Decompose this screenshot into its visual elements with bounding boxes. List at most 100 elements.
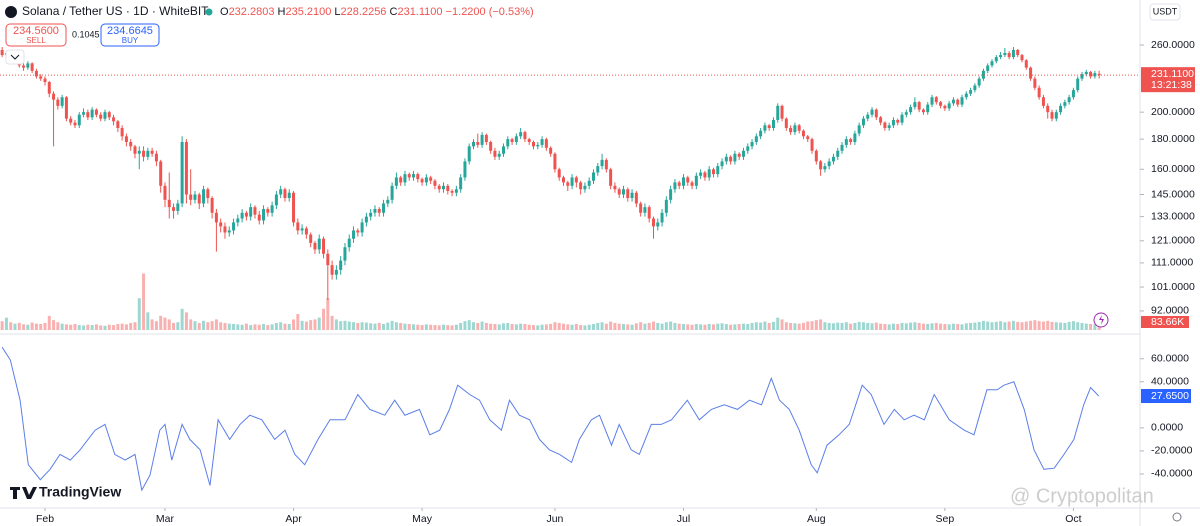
y2-tick-label: 40.0000 [1151,376,1189,388]
sell-box[interactable] [5,23,67,47]
sell-label[interactable]: SELL [26,36,46,45]
candle-body [420,179,424,183]
volume-bar [1041,321,1045,330]
volume-bar [184,312,188,330]
volume-bar [626,324,630,330]
sell-button[interactable]: 234.5600 SELL [5,23,67,47]
candle-body [934,97,938,103]
volume-bar [656,322,660,330]
candle-body [459,177,463,190]
candle-body [994,57,998,62]
candle-body [857,125,861,134]
volume-bar [1020,322,1024,330]
candle-body [621,189,625,195]
volume-bar [591,324,595,330]
volume-bar [630,324,634,330]
volume-bar [883,324,887,330]
volume-bar [510,324,514,330]
volume-bar [373,323,377,330]
volume-bar [514,324,518,330]
y-tick-label: 101.0000 [1151,281,1195,293]
volume-bar [339,321,343,330]
candle-body [386,199,390,204]
candle-body [536,144,540,147]
volume-bar [159,315,163,330]
price-countdown: 13:21:38 [1151,79,1192,91]
x-tick-label: Jun [546,513,563,525]
currency[interactable]: USDT [1153,6,1178,16]
volume-bar [43,322,47,330]
candle-body [874,109,878,118]
candle-body [999,55,1003,58]
watermark: @ Cryptopolitan [1010,485,1154,507]
settings-icon[interactable] [1172,512,1182,522]
candle-body [472,141,476,147]
candle-body [883,122,887,129]
volume-bar [673,322,677,330]
volume-bar [322,308,326,330]
buy-price[interactable]: 234.6645 [107,25,153,37]
candle-body [540,139,544,145]
y2-tick-label: 60.0000 [1151,353,1189,365]
candle-body [360,222,364,233]
candle-body [189,194,193,200]
volume-bar [1046,320,1050,330]
change: −1.2200 (−0.53%) [446,6,534,18]
volume-bar [17,322,21,330]
volume-bar [836,322,840,330]
volume-bar [347,321,351,330]
volume-bar [232,324,236,330]
candle-body [364,216,368,223]
volume-bar [532,325,536,330]
volume-bar [39,324,43,330]
candle-body [94,109,98,115]
volume-bar [227,323,231,330]
candle-body [193,194,197,200]
candle-body [69,118,73,123]
sell-price[interactable]: 234.5600 [13,25,59,37]
volume-bar [300,320,304,330]
candle-body [1011,49,1015,58]
volume-bar [450,325,454,330]
candle-body [561,177,565,183]
candle-body [930,97,934,105]
x-tick-label: Jul [677,513,690,525]
buy-label[interactable]: BUY [122,36,139,45]
volume-bar [519,323,523,330]
candle-body [322,238,326,254]
candle-body [699,172,703,176]
candle-body [450,190,454,193]
volume-label-box [1141,316,1189,328]
volume-bar [964,323,968,330]
collapse-button[interactable] [5,49,25,65]
candle-body [52,93,56,100]
candle-body [917,102,921,110]
volume-bar [986,321,990,330]
candle-body [1041,97,1045,106]
volume-bar [853,322,857,330]
volume-bar [810,321,814,330]
y-tick-label: 260.0000 [1151,39,1195,51]
candle-body [780,105,784,119]
volume-bar [420,325,424,330]
candle-body [1059,105,1063,113]
volume-bar [1033,320,1037,330]
volume-bar [793,323,797,330]
volume-bar [960,324,964,330]
volume-bar [870,323,874,330]
buy-box[interactable] [100,23,160,47]
volume-bar [484,322,488,330]
candle-body [73,122,77,126]
volume-bar [819,319,823,330]
buy-button[interactable]: 234.6645 BUY [100,23,160,47]
volume-bar [154,321,158,330]
candle-body [236,218,240,223]
candle-body [909,107,913,113]
volume-bar [776,317,780,330]
symbol[interactable]: Solana / Tether US · 1D · WhiteBIT [22,4,209,18]
candle-body [956,99,960,105]
currency-button[interactable] [1149,3,1181,21]
candle-body [669,189,673,200]
volume-bar [600,322,604,330]
y-tick-label: 133.0000 [1151,210,1195,222]
